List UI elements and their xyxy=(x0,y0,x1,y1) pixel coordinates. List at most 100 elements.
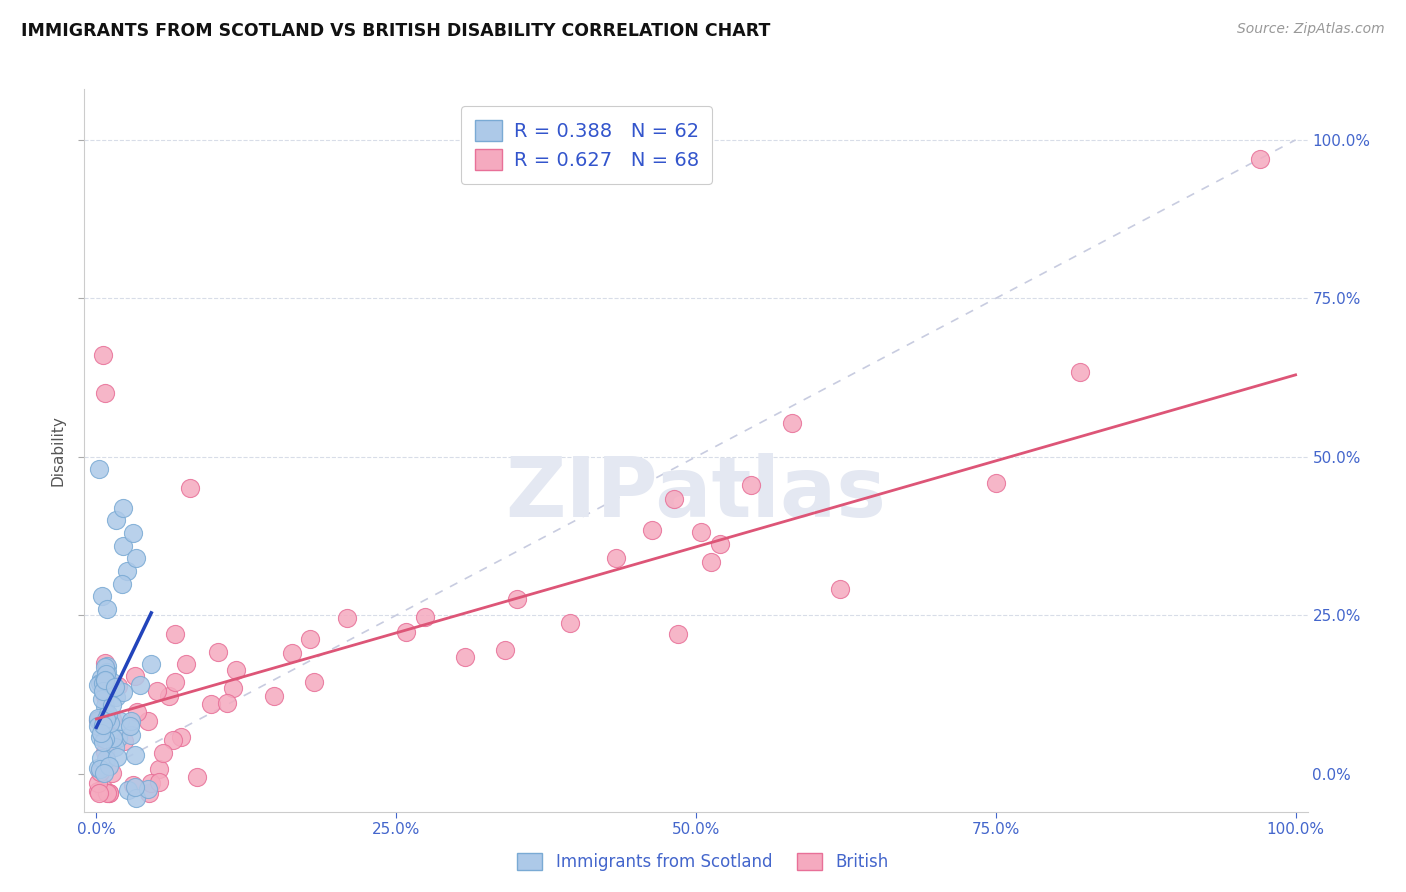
Point xyxy=(94,732,117,747)
Point xyxy=(780,416,803,430)
Point xyxy=(120,727,142,741)
Point xyxy=(1069,365,1091,379)
Point xyxy=(136,781,159,796)
Point xyxy=(91,718,114,732)
Point xyxy=(413,610,436,624)
Point xyxy=(828,582,851,597)
Point xyxy=(104,513,127,527)
Point xyxy=(94,689,117,703)
Point xyxy=(96,659,118,673)
Point xyxy=(148,775,170,789)
Point xyxy=(299,632,322,647)
Point xyxy=(91,780,114,795)
Point xyxy=(86,719,108,733)
Point xyxy=(87,784,110,798)
Point xyxy=(225,664,247,678)
Point xyxy=(89,462,111,476)
Point xyxy=(179,482,201,496)
Point xyxy=(111,685,134,699)
Point xyxy=(336,610,359,624)
Point xyxy=(111,539,134,553)
Point xyxy=(127,705,149,719)
Point xyxy=(90,751,112,765)
Point xyxy=(94,745,117,759)
Point xyxy=(302,675,325,690)
Point xyxy=(91,589,114,603)
Point xyxy=(91,348,114,362)
Point xyxy=(89,762,111,776)
Point xyxy=(97,786,120,800)
Point xyxy=(94,666,117,681)
Point xyxy=(90,691,112,706)
Text: ZIPatlas: ZIPatlas xyxy=(506,453,886,534)
Point xyxy=(97,707,120,722)
Point xyxy=(138,786,160,800)
Point xyxy=(96,670,118,684)
Point xyxy=(101,712,124,726)
Legend: R = 0.388   N = 62, R = 0.627   N = 68: R = 0.388 N = 62, R = 0.627 N = 68 xyxy=(461,106,713,184)
Point xyxy=(111,576,134,591)
Point xyxy=(111,500,134,515)
Point xyxy=(605,551,627,566)
Point xyxy=(666,626,689,640)
Point xyxy=(105,690,128,704)
Point xyxy=(86,713,108,727)
Point xyxy=(104,739,127,754)
Point xyxy=(94,673,117,688)
Y-axis label: Disability: Disability xyxy=(51,415,66,486)
Point xyxy=(104,680,127,694)
Point xyxy=(165,626,187,640)
Point xyxy=(124,747,146,762)
Point xyxy=(170,731,193,745)
Point xyxy=(90,726,112,740)
Point xyxy=(506,591,529,606)
Point xyxy=(89,676,111,690)
Point xyxy=(91,735,114,749)
Point xyxy=(159,689,181,703)
Point xyxy=(124,780,146,795)
Point xyxy=(222,681,245,695)
Point xyxy=(94,659,117,673)
Legend: Immigrants from Scotland, British: Immigrants from Scotland, British xyxy=(509,845,897,880)
Point xyxy=(107,731,129,746)
Point xyxy=(96,786,118,800)
Point xyxy=(87,678,110,692)
Point xyxy=(136,714,159,728)
Point xyxy=(128,678,150,692)
Point xyxy=(86,714,108,728)
Point xyxy=(94,673,117,687)
Point xyxy=(200,697,222,711)
Point xyxy=(97,759,120,773)
Point xyxy=(107,679,129,693)
Point xyxy=(165,675,187,690)
Point xyxy=(494,642,516,657)
Point xyxy=(984,476,1007,491)
Point xyxy=(263,689,285,703)
Point xyxy=(162,732,184,747)
Point xyxy=(97,786,120,800)
Point xyxy=(94,713,117,727)
Point xyxy=(120,714,142,728)
Point xyxy=(690,524,713,539)
Point xyxy=(117,564,139,578)
Point xyxy=(86,711,108,725)
Point xyxy=(89,764,111,779)
Point xyxy=(662,491,685,506)
Point xyxy=(740,477,762,491)
Point xyxy=(96,602,118,616)
Point xyxy=(139,776,162,790)
Point xyxy=(100,698,122,713)
Point xyxy=(215,697,238,711)
Point xyxy=(148,762,170,776)
Point xyxy=(91,683,114,698)
Point xyxy=(86,761,108,775)
Point xyxy=(91,681,114,696)
Point xyxy=(124,669,146,683)
Point xyxy=(93,765,115,780)
Point xyxy=(641,524,664,538)
Point xyxy=(94,386,117,401)
Text: Source: ZipAtlas.com: Source: ZipAtlas.com xyxy=(1237,22,1385,37)
Point xyxy=(112,734,135,748)
Point xyxy=(454,650,477,665)
Point xyxy=(90,671,112,685)
